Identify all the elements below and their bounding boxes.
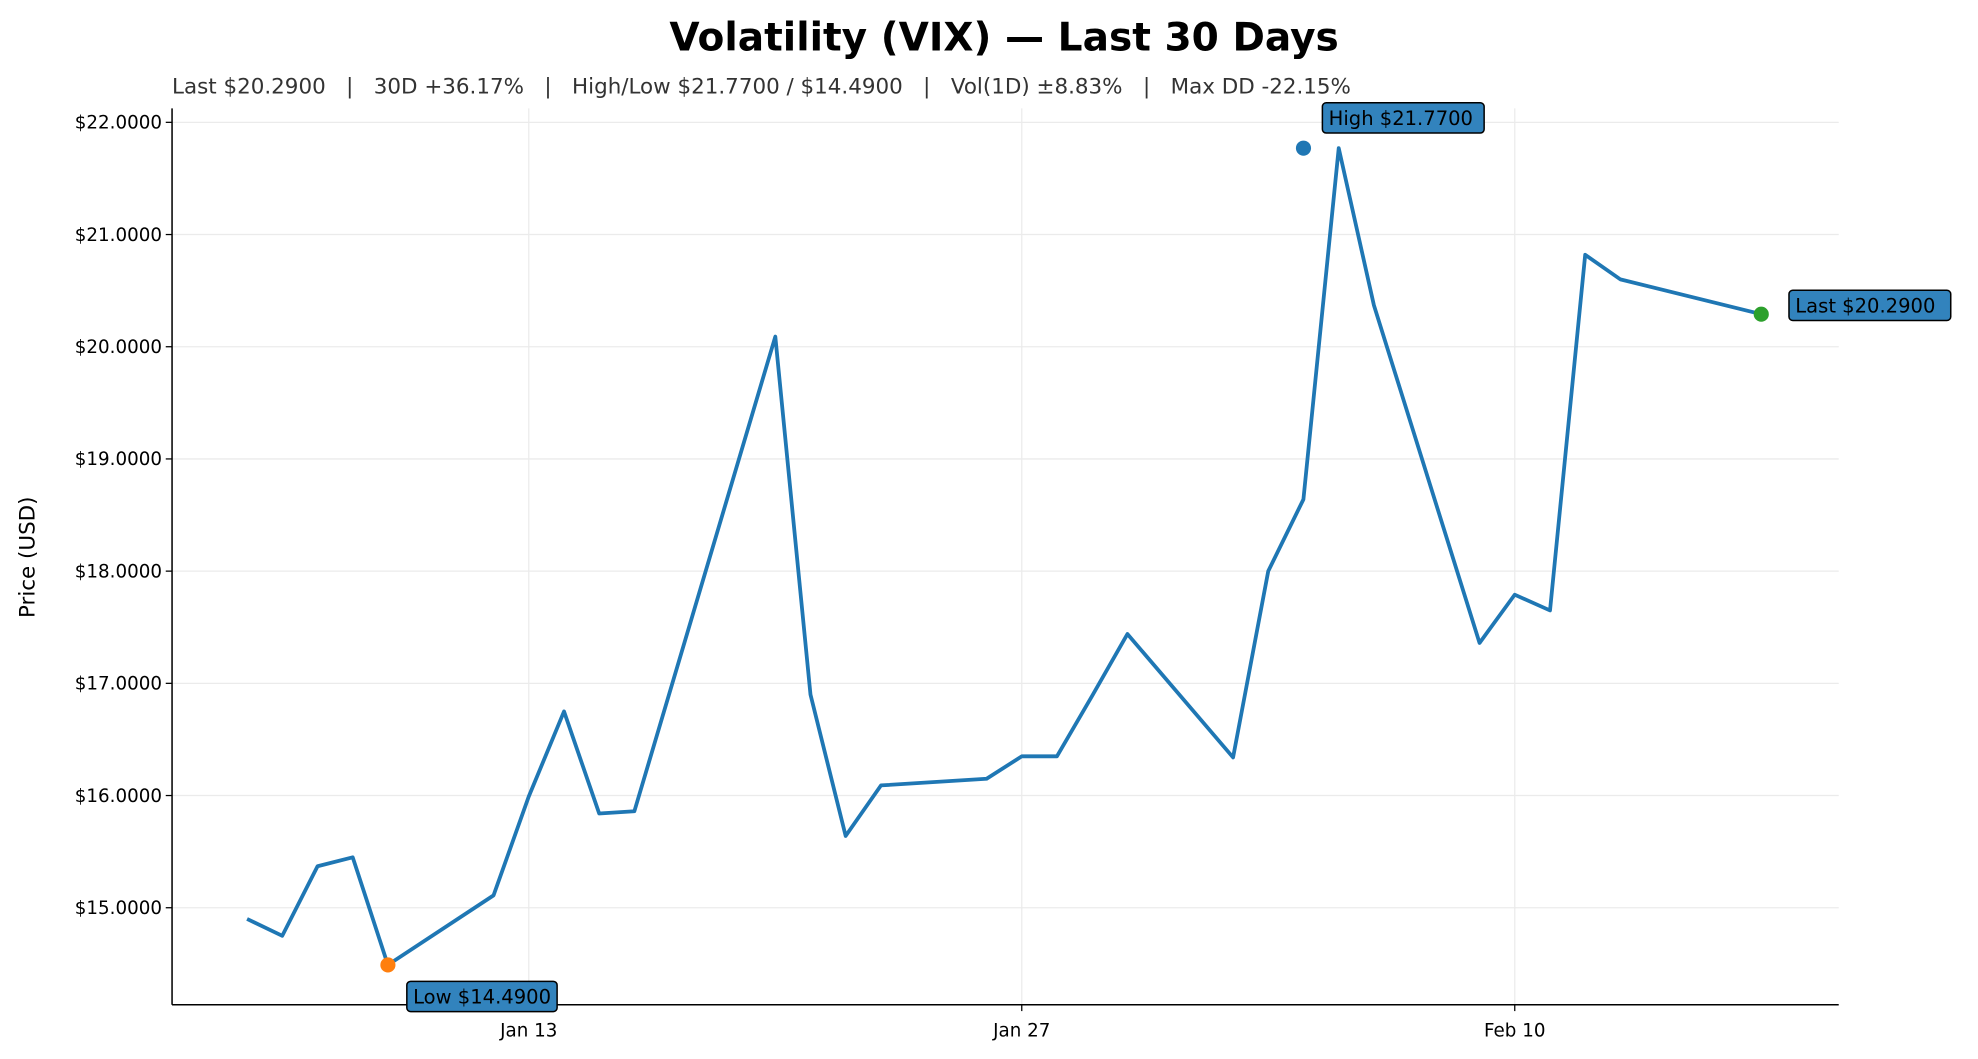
y-tick-label: $19.0000	[75, 449, 162, 470]
y-tick-label: $22.0000	[75, 113, 162, 134]
low-marker	[380, 957, 396, 973]
last-label-bg	[1788, 289, 1952, 322]
y-tick-label: $20.0000	[75, 337, 162, 358]
y-tick-label: $21.0000	[75, 225, 162, 246]
high-label-text: High $21.7700	[1329, 107, 1473, 130]
y-tick-label: $16.0000	[75, 786, 162, 807]
low-label-box: Low $14.4900	[406, 980, 558, 1013]
y-tick-label: $18.0000	[75, 561, 162, 582]
last-label-box: Last $20.2900	[1788, 289, 1952, 322]
low-label-text: Low $14.4900	[413, 985, 551, 1008]
high-label-bg	[1321, 101, 1485, 134]
high-label-box: High $21.7700	[1321, 101, 1485, 134]
last-marker	[1753, 306, 1769, 322]
y-tick-label: $17.0000	[75, 674, 162, 695]
chart-subtitle: Last $20.2900 | 30D +36.17% | High/Low $…	[172, 74, 1351, 99]
price-line	[246, 146, 1762, 967]
x-tick-label: Jan 27	[992, 1020, 1050, 1041]
chart-title: Volatility (VIX) — Last 30 Days	[669, 15, 1338, 60]
low-label-bg	[406, 980, 558, 1013]
last-label-text: Last $20.2900	[1795, 294, 1935, 317]
x-tick-label: Jan 13	[499, 1020, 557, 1041]
x-tick-label: Feb 10	[1484, 1020, 1545, 1041]
y-tick-label: $15.0000	[75, 898, 162, 919]
high-marker	[1295, 140, 1312, 156]
y-axis-label: Price (USD)	[16, 496, 41, 618]
